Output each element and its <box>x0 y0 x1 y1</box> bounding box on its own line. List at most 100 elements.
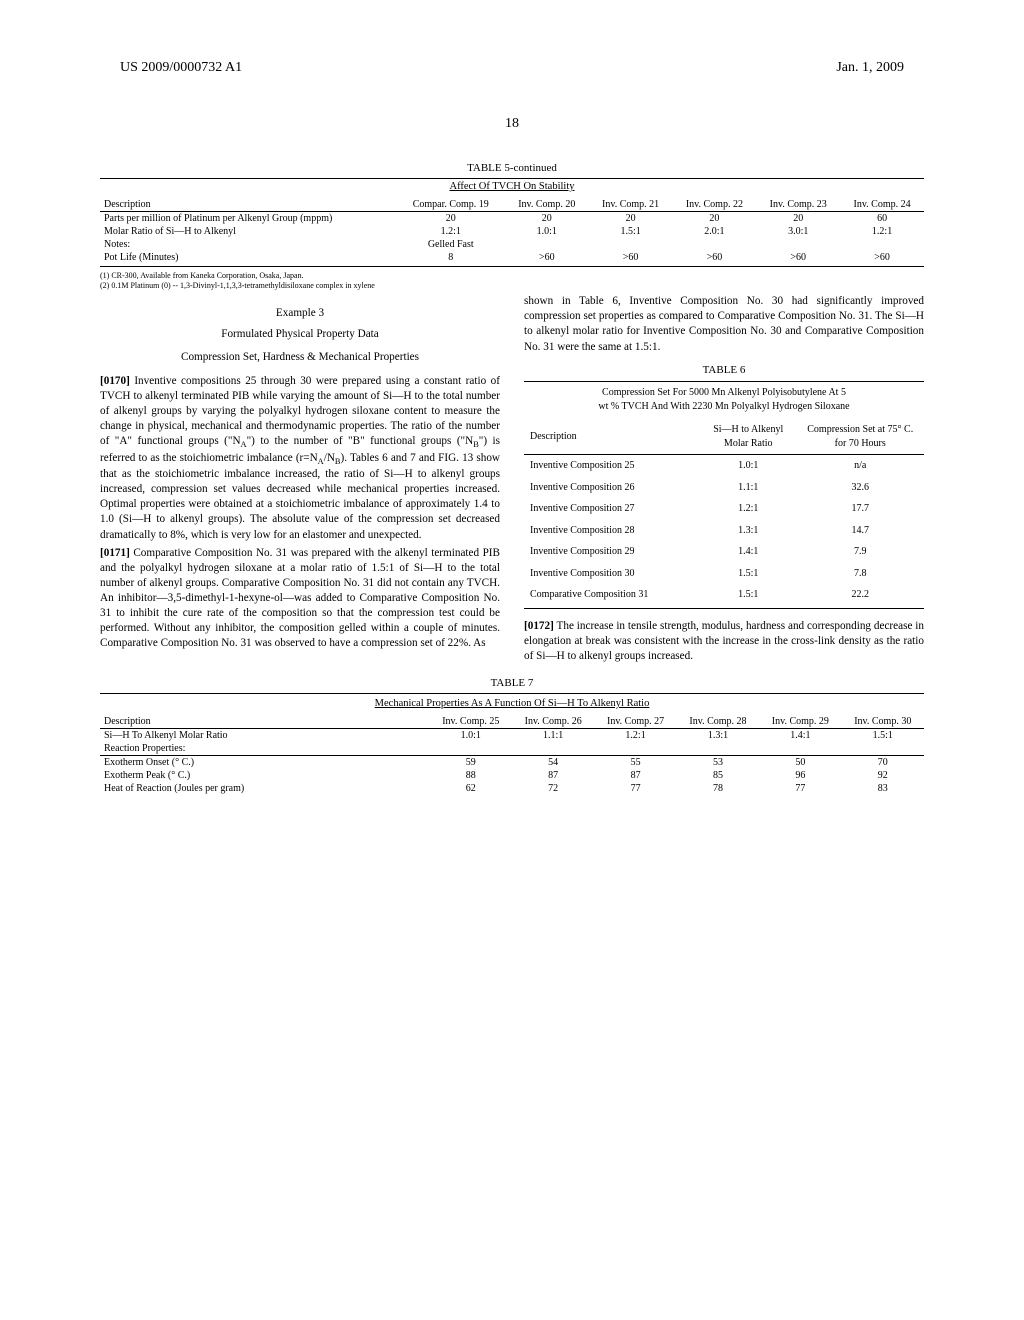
cell: 1.4:1 <box>700 541 796 563</box>
cell: Gelled Fast <box>397 238 505 251</box>
example-sub2: Compression Set, Hardness & Mechanical P… <box>100 350 500 365</box>
table-row: Reaction Properties: <box>100 742 924 756</box>
table-row: Inventive Composition 261.1:132.6 <box>524 477 924 499</box>
cell <box>673 238 757 251</box>
cell: 7.9 <box>796 541 924 563</box>
cell: 70 <box>842 756 924 769</box>
cell: 20 <box>589 212 673 226</box>
t7-h6: Inv. Comp. 30 <box>842 715 924 729</box>
t6-h1: Si—H to Alkenyl Molar Ratio <box>700 419 796 455</box>
t7-h5: Inv. Comp. 29 <box>759 715 841 729</box>
table5-subtitle: Affect Of TVCH On Stability <box>100 181 924 192</box>
para-0171: [0171] Comparative Composition No. 31 wa… <box>100 546 500 652</box>
cell: 54 <box>512 756 594 769</box>
cell: >60 <box>840 251 924 264</box>
cell: 1.0:1 <box>505 225 589 238</box>
table6-sub2: wt % TVCH And With 2230 Mn Polyalkyl Hyd… <box>524 400 924 414</box>
cell: 83 <box>842 782 924 795</box>
cell: Pot Life (Minutes) <box>100 251 397 264</box>
t7-h2: Inv. Comp. 26 <box>512 715 594 729</box>
cell: 1.3:1 <box>677 729 759 743</box>
cell: 85 <box>677 769 759 782</box>
cell: 20 <box>673 212 757 226</box>
cell: 20 <box>756 212 840 226</box>
table6-sub1: Compression Set For 5000 Mn Alkenyl Poly… <box>524 386 924 400</box>
cell: 17.7 <box>796 498 924 520</box>
table7-subtitle: Mechanical Properties As A Function Of S… <box>100 698 924 709</box>
page-header: US 2009/0000732 A1 Jan. 1, 2009 <box>100 60 924 76</box>
cell: 14.7 <box>796 520 924 542</box>
cell: >60 <box>589 251 673 264</box>
table-row: Notes:Gelled Fast <box>100 238 924 251</box>
table-row: Comparative Composition 311.5:122.2 <box>524 584 924 606</box>
cell: 1.5:1 <box>842 729 924 743</box>
cell: 72 <box>512 782 594 795</box>
cell: Heat of Reaction (Joules per gram) <box>100 782 380 795</box>
t5-note2: (2) 0.1M Platinum (0) -- 1,3-Divinyl-1,1… <box>100 281 924 291</box>
cell: 1.2:1 <box>840 225 924 238</box>
cell: 96 <box>759 769 841 782</box>
table-row: Pot Life (Minutes)8>60>60>60>60>60 <box>100 251 924 264</box>
table-row: Inventive Composition 281.3:114.7 <box>524 520 924 542</box>
table5-title: TABLE 5-continued <box>100 162 924 174</box>
table-row: Exotherm Peak (° C.)888787859692 <box>100 769 924 782</box>
cell: 1.2:1 <box>594 729 676 743</box>
cell: >60 <box>756 251 840 264</box>
cell: 20 <box>505 212 589 226</box>
cell: 50 <box>759 756 841 769</box>
table7-title: TABLE 7 <box>100 677 924 689</box>
cell: Notes: <box>100 238 397 251</box>
t5-note1: (1) CR-300, Available from Kaneka Corpor… <box>100 271 924 281</box>
table-row: Molar Ratio of Si—H to Alkenyl1.2:11.0:1… <box>100 225 924 238</box>
cell: 53 <box>677 756 759 769</box>
t7-h3: Inv. Comp. 27 <box>594 715 676 729</box>
cell <box>430 742 512 756</box>
para-0170-num: [0170] <box>100 375 130 387</box>
t5-h5: Inv. Comp. 23 <box>756 198 840 212</box>
cell: 3.0:1 <box>756 225 840 238</box>
table6-title: TABLE 6 <box>524 363 924 378</box>
cell: 1.2:1 <box>700 498 796 520</box>
cell: Inventive Composition 26 <box>524 477 700 499</box>
cell: 1.0:1 <box>700 455 796 477</box>
cell: Inventive Composition 28 <box>524 520 700 542</box>
cell: Si—H To Alkenyl Molar Ratio <box>100 729 380 743</box>
cell: 88 <box>430 769 512 782</box>
t6-h0: Description <box>524 419 700 455</box>
cell: 87 <box>512 769 594 782</box>
example-sub1: Formulated Physical Property Data <box>100 327 500 342</box>
cell: 1.5:1 <box>700 584 796 606</box>
table-row: Parts per million of Platinum per Alkeny… <box>100 212 924 226</box>
cell: Comparative Composition 31 <box>524 584 700 606</box>
cell: 92 <box>842 769 924 782</box>
cell: 1.2:1 <box>397 225 505 238</box>
cell: Parts per million of Platinum per Alkeny… <box>100 212 397 226</box>
cell <box>505 238 589 251</box>
cell <box>677 742 759 756</box>
para-0172: [0172] The increase in tensile strength,… <box>524 619 924 664</box>
t7-h0: Description <box>100 715 380 729</box>
cell: 60 <box>840 212 924 226</box>
cell: 87 <box>594 769 676 782</box>
cell: Inventive Composition 25 <box>524 455 700 477</box>
cell: 78 <box>677 782 759 795</box>
table5-data: Description Compar. Comp. 19 Inv. Comp. … <box>100 198 924 264</box>
table7: TABLE 7 Mechanical Properties As A Funct… <box>100 677 924 795</box>
t5-h4: Inv. Comp. 22 <box>673 198 757 212</box>
cell: Inventive Composition 29 <box>524 541 700 563</box>
table6: TABLE 6 Compression Set For 5000 Mn Alke… <box>524 363 924 609</box>
cell: 1.5:1 <box>589 225 673 238</box>
cell: 55 <box>594 756 676 769</box>
cell: 32.6 <box>796 477 924 499</box>
table-row: Si—H To Alkenyl Molar Ratio1.0:11.1:11.2… <box>100 729 924 743</box>
cell <box>589 238 673 251</box>
cell: >60 <box>505 251 589 264</box>
cell: 1.3:1 <box>700 520 796 542</box>
cell <box>840 238 924 251</box>
cell: 7.8 <box>796 563 924 585</box>
cell: Inventive Composition 30 <box>524 563 700 585</box>
cell <box>512 742 594 756</box>
t5-h1: Compar. Comp. 19 <box>397 198 505 212</box>
cell: 62 <box>430 782 512 795</box>
cell: Exotherm Peak (° C.) <box>100 769 380 782</box>
